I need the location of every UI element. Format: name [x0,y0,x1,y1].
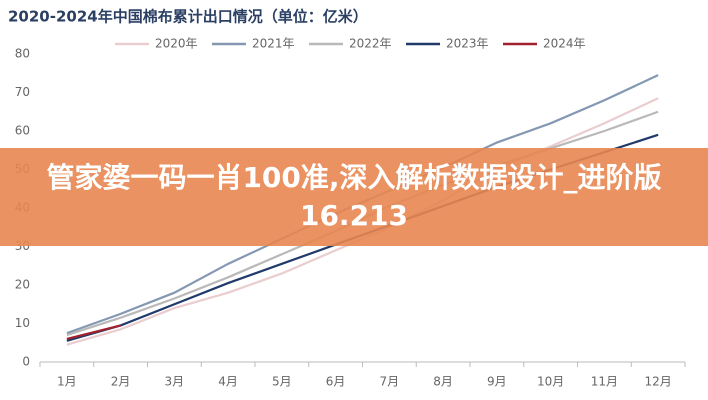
banner: 管家婆一码一肖100准,深入解析数据设计_进阶版16.213 [0,148,708,246]
y-tick-label: 80 [15,47,30,61]
series-line [66,324,121,340]
x-tick-label: 2月 [111,375,131,389]
legend-label: 2021年 [252,37,295,51]
x-tick-label: 9月 [487,375,507,389]
y-tick-label: 0 [22,355,30,369]
y-tick-label: 70 [15,85,30,99]
x-tick-label: 6月 [326,375,346,389]
x-tick-label: 10月 [537,375,564,389]
y-tick-label: 20 [15,278,30,292]
legend-label: 2024年 [543,37,586,51]
x-tick-label: 1月 [57,375,77,389]
x-tick-label: 4月 [218,375,238,389]
x-tick-label: 11月 [591,375,618,389]
x-tick-label: 7月 [380,375,400,389]
legend-label: 2022年 [349,37,392,51]
y-tick-label: 10 [15,316,30,330]
x-tick-label: 8月 [433,375,453,389]
x-tick-label: 12月 [644,375,671,389]
legend-label: 2023年 [446,37,489,51]
chart-title: 2020-2024年中国棉布累计出口情况（单位：亿米） [8,8,368,26]
y-tick-label: 60 [15,124,30,138]
x-tick-label: 3月 [165,375,185,389]
legend-label: 2020年 [155,37,198,51]
banner-text: 管家婆一码一肖100准,深入解析数据设计_进阶版16.213 [46,161,662,232]
x-tick-label: 5月 [272,375,292,389]
